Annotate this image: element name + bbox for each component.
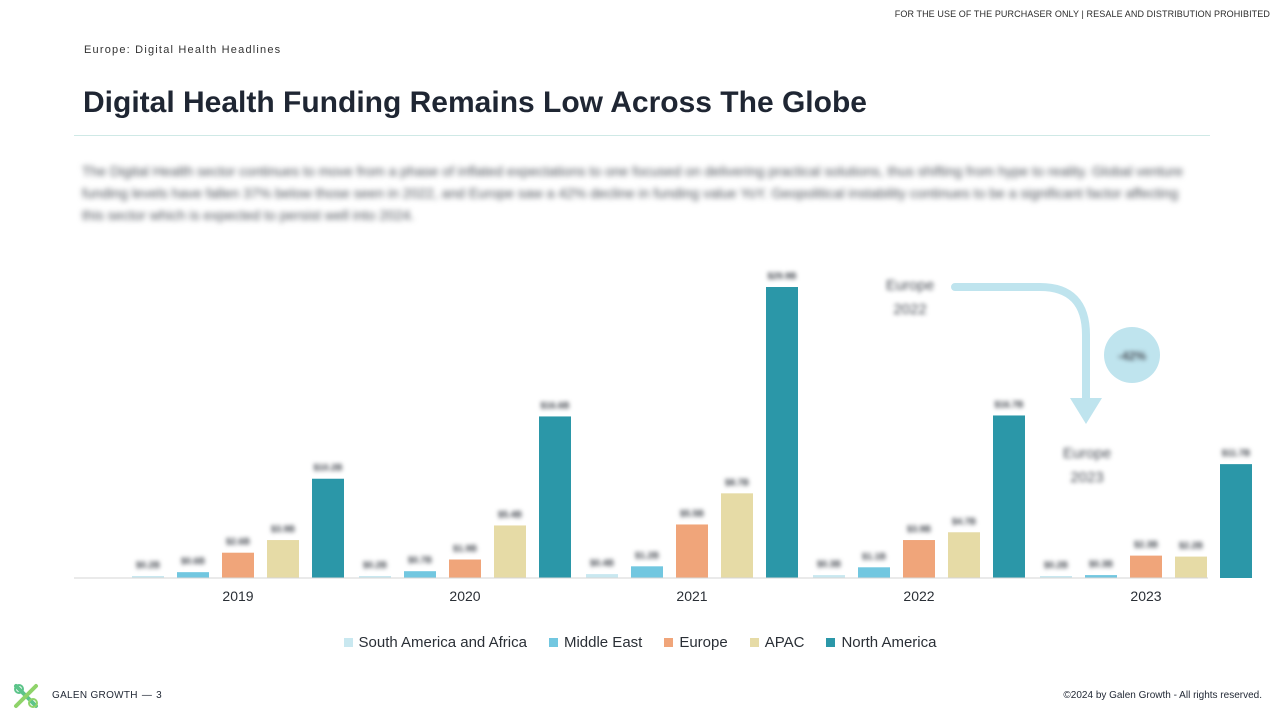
- legend-swatch: [548, 638, 558, 647]
- data-label-south-america-africa-2019: $0.2B: [136, 560, 161, 570]
- data-label-north-america-2021: $29.9B: [767, 271, 797, 281]
- page-title: Digital Health Funding Remains Low Acros…: [83, 86, 867, 119]
- legend-swatch: [343, 638, 353, 647]
- bar-europe-2020: [449, 559, 481, 578]
- bar-middle-east-2021: [631, 566, 663, 578]
- data-label-apac-2022: $4.7B: [952, 516, 977, 526]
- bar-europe-2019: [222, 552, 254, 578]
- legend-label: South America and Africa: [358, 634, 527, 651]
- legend-label: Middle East: [563, 634, 643, 651]
- bar-middle-east-2023: [1085, 575, 1117, 578]
- bar-europe-2023: [1130, 555, 1162, 578]
- annotation-start-label: Europe: [886, 277, 934, 294]
- data-label-south-america-africa-2023: $0.2B: [1044, 560, 1069, 570]
- annotation-end-label: Europe: [1063, 445, 1111, 462]
- legend-item-middle-east: Middle East: [548, 634, 643, 651]
- data-label-europe-2019: $2.6B: [226, 537, 251, 547]
- data-label-north-america-2020: $16.6B: [540, 400, 570, 410]
- bar-middle-east-2020: [404, 571, 436, 578]
- bar-south-america-africa-2020: [359, 576, 391, 578]
- page-number: 3: [156, 690, 163, 701]
- data-label-europe-2022: $3.9B: [907, 524, 932, 534]
- bar-north-america-2022: [993, 415, 1025, 578]
- x-tick-label-2021: 2021: [676, 588, 707, 604]
- data-label-north-america-2019: $10.2B: [313, 463, 343, 473]
- bar-south-america-africa-2023: [1040, 576, 1072, 578]
- data-label-europe-2020: $1.9B: [453, 544, 478, 554]
- intro-paragraph: The Digital Health sector continues to m…: [82, 163, 1183, 223]
- bar-apac-2019: [267, 540, 299, 578]
- annotation-arrow-head: [1070, 398, 1102, 424]
- x-tick-label-2023: 2023: [1130, 588, 1161, 604]
- chart-legend: South America and Africa Middle East Eur…: [0, 634, 1280, 651]
- annotation-arrow-path: [951, 283, 1090, 402]
- legend-swatch: [749, 638, 759, 647]
- title-divider: [74, 135, 1210, 136]
- bar-north-america-2021: [766, 287, 798, 578]
- data-label-south-america-africa-2022: $0.3B: [817, 559, 842, 569]
- x-tick-label-2022: 2022: [903, 588, 934, 604]
- change-badge-circle: [1104, 327, 1160, 383]
- section-label: Europe: Digital Health Headlines: [84, 44, 282, 56]
- change-badge-text: -42%: [1118, 349, 1146, 363]
- footer-brand: GALEN GROWTH —3: [52, 690, 162, 701]
- data-label-north-america-2022: $16.7B: [994, 399, 1024, 409]
- legend-item-apac: APAC: [749, 634, 805, 651]
- data-label-apac-2023: $2.2B: [1179, 541, 1204, 551]
- bar-middle-east-2022: [858, 567, 890, 578]
- x-tick-label-2019: 2019: [222, 588, 253, 604]
- bar-europe-2022: [903, 540, 935, 578]
- legend-label: North America: [841, 634, 937, 651]
- legend-item-south-america-africa: South America and Africa: [343, 634, 527, 651]
- bar-north-america-2023: [1220, 464, 1252, 578]
- data-label-north-america-2023: $11.7B: [1222, 448, 1251, 458]
- bar-europe-2021: [676, 524, 708, 578]
- footer-separator: —: [141, 690, 153, 701]
- bar-north-america-2019: [312, 478, 344, 578]
- data-label-europe-2021: $5.5B: [680, 508, 705, 518]
- bar-apac-2020: [494, 525, 526, 578]
- bar-apac-2021: [721, 493, 753, 578]
- bar-north-america-2020: [539, 416, 571, 578]
- data-label-middle-east-2022: $1.1B: [862, 551, 887, 561]
- brand-name: GALEN GROWTH: [52, 690, 138, 701]
- data-label-middle-east-2023: $0.3B: [1089, 559, 1114, 569]
- bar-apac-2023: [1175, 556, 1207, 578]
- data-label-south-america-africa-2021: $0.4B: [590, 558, 615, 568]
- galen-growth-logo: [14, 684, 38, 708]
- data-label-middle-east-2021: $1.2B: [635, 550, 660, 560]
- distribution-disclaimer: FOR THE USE OF THE PURCHASER ONLY | RESA…: [894, 9, 1270, 19]
- bar-middle-east-2019: [177, 572, 209, 578]
- copyright-notice: ©2024 by Galen Growth - All rights reser…: [1063, 690, 1262, 701]
- data-label-middle-east-2019: $0.6B: [181, 556, 206, 566]
- annotation-end-year: 2023: [1070, 469, 1103, 486]
- bar-apac-2022: [948, 532, 980, 578]
- data-label-apac-2019: $3.9B: [271, 524, 296, 534]
- bar-south-america-africa-2022: [813, 575, 845, 578]
- legend-item-europe: Europe: [664, 634, 728, 651]
- data-label-middle-east-2020: $0.7B: [408, 555, 433, 565]
- bar-south-america-africa-2019: [132, 576, 164, 578]
- bar-south-america-africa-2021: [586, 574, 618, 578]
- legend-label: APAC: [764, 634, 805, 651]
- legend-swatch: [826, 638, 836, 647]
- annotation-start-year: 2022: [893, 301, 926, 318]
- data-label-europe-2023: $2.3B: [1134, 540, 1159, 550]
- legend-swatch: [664, 638, 674, 647]
- x-tick-label-2020: 2020: [449, 588, 480, 604]
- data-label-south-america-africa-2020: $0.2B: [363, 560, 388, 570]
- data-label-apac-2021: $8.7B: [725, 477, 750, 487]
- data-label-apac-2020: $5.4B: [498, 509, 523, 519]
- legend-item-north-america: North America: [826, 634, 936, 651]
- legend-label: Europe: [679, 634, 728, 651]
